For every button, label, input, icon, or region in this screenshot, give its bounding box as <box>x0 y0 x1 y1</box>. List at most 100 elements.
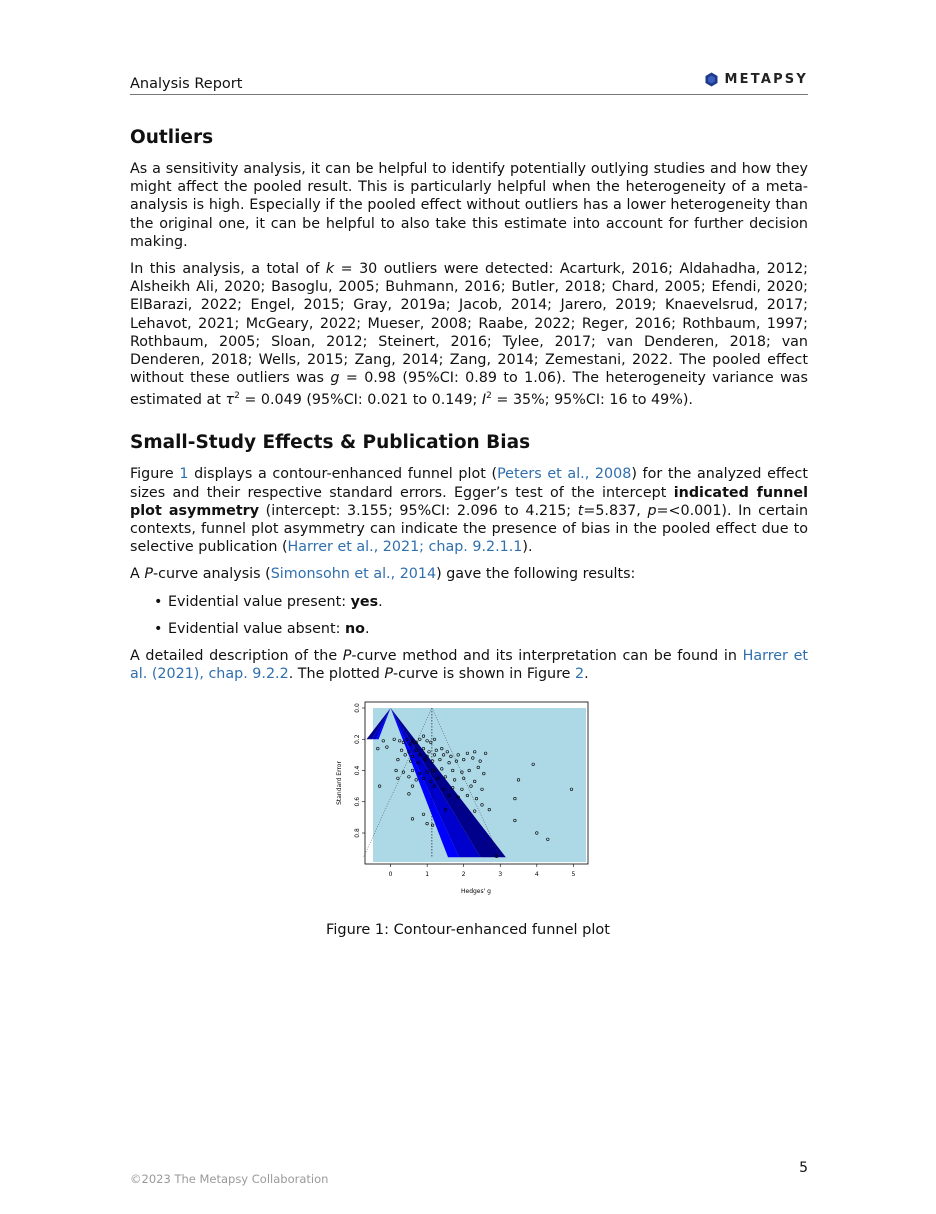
study-point <box>462 757 466 762</box>
study-point <box>409 742 413 746</box>
study-point <box>451 786 455 790</box>
study-point <box>421 746 426 751</box>
study-point <box>438 757 442 762</box>
study-point <box>416 761 420 765</box>
study-point <box>425 821 429 826</box>
x-tick-label: 5 <box>571 871 575 878</box>
study-point <box>480 787 484 791</box>
pcurve-results-list: Evidential value present: yes. Evidentia… <box>130 593 808 639</box>
study-point <box>531 762 535 766</box>
study-point <box>452 778 457 782</box>
study-point <box>396 757 400 762</box>
study-point <box>429 779 433 783</box>
figure-1-link[interactable]: 1 <box>179 466 189 483</box>
study-point <box>381 739 385 743</box>
study-point <box>421 776 426 780</box>
y-tick-label: 0.8 <box>354 828 361 838</box>
study-point <box>376 746 380 751</box>
y-tick-label: 0.6 <box>354 797 361 807</box>
study-point <box>456 753 460 757</box>
outliers-paragraph-2: In this analysis, a total of k = 30 outl… <box>130 261 808 409</box>
x-tick-label: 0 <box>389 871 393 878</box>
study-point <box>465 751 469 755</box>
outliers-paragraph-1: As a sensitivity analysis, it can be hel… <box>130 161 808 250</box>
study-point <box>427 750 431 754</box>
study-point <box>399 748 404 752</box>
study-point <box>441 787 446 791</box>
study-point <box>456 795 460 799</box>
brand-name: METAPSY <box>724 72 808 87</box>
harrer-2021-chap-link[interactable]: Harrer et al., 2021; chap. 9.2.1.1 <box>287 539 523 556</box>
study-point <box>418 771 422 776</box>
study-point <box>467 768 471 773</box>
study-point <box>403 753 407 757</box>
study-point <box>432 737 437 741</box>
funnel-plot-figure: 0 1 2 3 4 5 0.0 0.2 0.4 0.6 0.8 Hedges' g Standar… <box>333 700 603 896</box>
study-point <box>432 784 437 788</box>
report-header-title: Analysis Report <box>130 76 243 92</box>
study-point <box>480 803 484 807</box>
study-point <box>407 750 411 754</box>
x-tick-label: 4 <box>535 871 539 878</box>
y-tick-label: 0.0 <box>354 703 361 713</box>
study-point <box>425 754 429 759</box>
study-point <box>430 759 435 763</box>
study-point <box>410 817 415 821</box>
simonsohn-2014-link[interactable]: Simonsohn et al., 2014 <box>270 566 437 583</box>
study-point <box>462 776 466 780</box>
figure-2-link[interactable]: 2 <box>575 666 585 683</box>
study-point <box>418 737 422 741</box>
x-axis-label: Hedges' g <box>461 888 491 895</box>
study-point <box>445 750 449 754</box>
y-axis-label: Standard Error <box>336 761 343 805</box>
bias-paragraph-2: A P-curve analysis (Simonsohn et al., 20… <box>130 566 636 583</box>
study-point <box>460 770 464 774</box>
study-point <box>405 737 409 741</box>
hexagon-logo-icon <box>705 72 718 87</box>
y-axis: 0.0 0.2 0.4 0.6 0.8 <box>354 703 365 838</box>
study-point <box>454 759 458 763</box>
study-point <box>414 748 418 752</box>
harrer-2021-pcurve-link[interactable]: Harrer et al. (2021), chap. 9.2.2 <box>130 648 808 683</box>
study-point <box>535 831 539 835</box>
bias-paragraph-3: A detailed description of the P-curve me… <box>130 648 808 683</box>
study-point <box>487 807 491 812</box>
list-item: Evidential value present: yes. <box>154 593 808 611</box>
study-point <box>421 734 426 738</box>
x-axis: 0 1 2 3 4 5 <box>389 864 575 878</box>
study-point <box>425 739 429 743</box>
study-point <box>410 739 415 743</box>
header-divider <box>130 94 808 95</box>
contour-p01-right <box>390 708 506 858</box>
study-point <box>443 775 447 779</box>
contour-p05-right <box>390 708 481 858</box>
x-tick-label: 2 <box>462 871 466 878</box>
bias-paragraph-1: Figure 1 displays a contour-enhanced fun… <box>130 466 809 556</box>
plot-frame <box>364 701 589 865</box>
study-point <box>430 823 435 827</box>
peters-2008-link[interactable]: Peters et al., 2008 <box>497 466 632 483</box>
study-point <box>513 796 517 801</box>
y-tick-label: 0.2 <box>354 734 361 744</box>
study-point <box>432 768 437 773</box>
study-point <box>432 753 437 757</box>
study-point <box>473 779 477 783</box>
report-body: Outliers As a sensitivity analysis, it c… <box>130 126 808 692</box>
study-point <box>449 754 453 759</box>
study-point <box>401 740 405 745</box>
study-point <box>469 784 473 788</box>
study-point <box>410 754 415 759</box>
study-point <box>425 770 429 774</box>
funnel-lines <box>363 707 501 858</box>
figure-1-caption: Figure 1: Contour-enhanced funnel plot <box>326 922 610 938</box>
list-item: Evidential value absent: no. <box>154 620 808 638</box>
study-point <box>414 778 418 782</box>
study-point <box>418 753 422 757</box>
x-tick-label: 3 <box>498 871 502 878</box>
study-point <box>471 756 475 760</box>
study-point <box>440 746 444 751</box>
study-point <box>423 757 427 762</box>
study-points <box>376 734 574 858</box>
significance-contours <box>366 708 506 858</box>
study-point <box>398 739 402 743</box>
